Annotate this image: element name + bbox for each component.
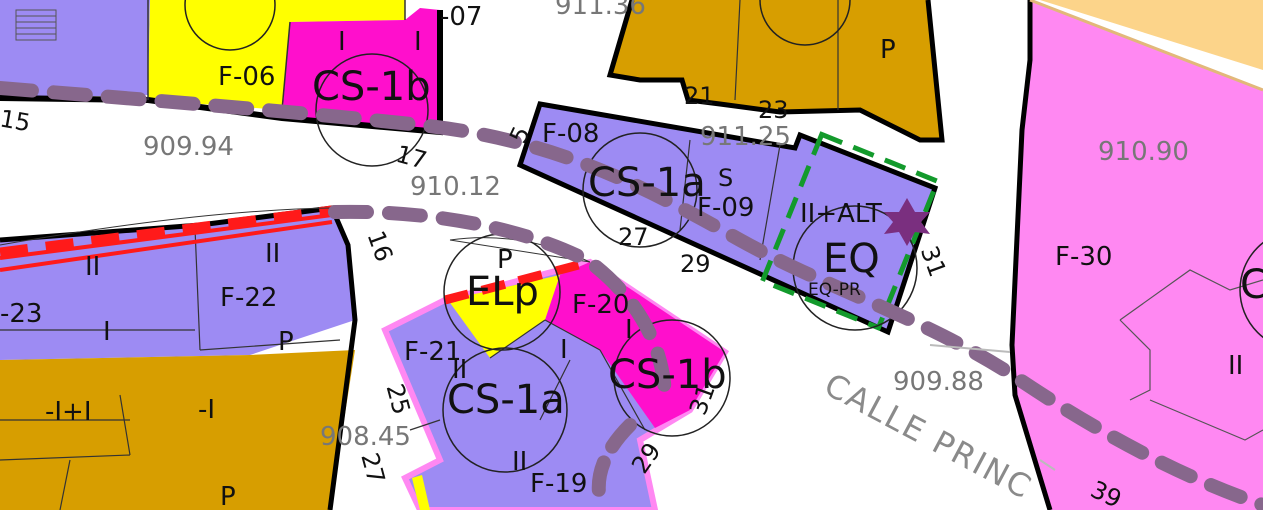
residential-area[interactable] (520, 104, 935, 332)
elevation-labels: 911.36 909.94 911.25 910.12 910.90 909.8… (143, 0, 1189, 452)
house-number: 27 (618, 223, 649, 251)
floor-mark: II (452, 355, 467, 385)
equipment-outline[interactable] (759, 131, 941, 332)
floor-mark: -I+I (45, 397, 92, 427)
building-circle (315, 53, 429, 167)
elevation-label: 911.36 (555, 0, 646, 21)
floor-marks: I I P II II I P -I+I -I P II I I II P II… (45, 27, 1263, 510)
floor-mark: I (625, 315, 633, 345)
parcel-label: F-20 (572, 290, 629, 320)
zone-label: CS-1a (588, 160, 706, 206)
parcel-line (409, 319, 646, 431)
elevation-label: 910.12 (410, 172, 501, 202)
block-top-left[interactable] (0, 0, 443, 167)
building-footprint (1119, 269, 1263, 441)
zone-label: CS-1a (447, 377, 565, 423)
zone-label: S (718, 164, 733, 192)
block-outline (0, 205, 358, 510)
boundary-red-dash (0, 205, 333, 257)
house-number: 29 (680, 250, 711, 278)
elevation-label: 909.88 (893, 367, 984, 397)
block-outline (516, 101, 939, 336)
zone-label: CS-1b (312, 64, 431, 110)
building-circle (582, 132, 698, 248)
elevation-label: 911.25 (700, 122, 791, 152)
private-green-area[interactable] (0, 350, 355, 510)
building-circle (613, 319, 731, 437)
private-green-area[interactable] (610, 0, 942, 140)
block-left-middle[interactable] (0, 205, 358, 510)
parcel-label: F-08 (542, 119, 599, 149)
floor-mark: P (220, 482, 236, 510)
floor-mark: P (497, 245, 513, 275)
stair-lines (16, 15, 56, 35)
boundary-red-dash (443, 257, 592, 305)
route-dashed-line (591, 418, 637, 507)
house-number: 15 (0, 104, 33, 137)
parcel-line (147, 0, 406, 111)
yellow-strip (412, 475, 430, 510)
parcel-label: F-19 (530, 469, 587, 499)
zone-sublabel: EQ-PR (808, 280, 861, 300)
zone-label: CS-1b (608, 352, 727, 398)
block-outline (1009, 0, 1053, 510)
curb-line (929, 344, 1056, 471)
public-space-area[interactable] (148, 0, 405, 110)
public-space-area[interactable] (448, 275, 560, 358)
commercial-area[interactable] (545, 262, 725, 428)
parcel-labels: F-06 F-08 F-09 F-19 F-20 F-21 F-22 -23 F… (0, 2, 1112, 499)
elevation-label: 910.90 (1098, 137, 1189, 167)
heritage-star-icon[interactable] (884, 198, 930, 246)
mixed-use-area[interactable] (1012, 0, 1263, 510)
building-circle (442, 347, 568, 473)
floor-mark: P (278, 327, 294, 357)
parcel-label: -07 (440, 2, 482, 32)
floor-mark: I (560, 335, 568, 365)
boundary-thin-arc (0, 207, 333, 246)
zone-label: EQ (823, 236, 880, 282)
house-number: 23 (758, 96, 789, 124)
route-dashed-line (328, 204, 672, 407)
parcel-label: F-09 (697, 193, 754, 223)
parcel-line (734, 0, 839, 110)
commercial-area[interactable] (282, 8, 440, 132)
road-edge (1029, 0, 1263, 92)
building-circle (184, 0, 276, 51)
parcel-label: -23 (0, 299, 42, 329)
building-circle (1239, 241, 1263, 339)
residential-area[interactable] (0, 0, 150, 98)
boundary-red-line (0, 213, 333, 272)
block-right[interactable] (1009, 0, 1263, 510)
floor-mark: C (1240, 262, 1263, 308)
parcel-label: F-22 (220, 283, 277, 313)
parcel-label: F-30 (1055, 242, 1112, 272)
floor-mark: II (265, 239, 280, 269)
house-number: 21 (684, 82, 715, 110)
zone-labels: CS-1b CS-1a CS-1a CS-1b ELp EQ EQ-PR II+… (312, 64, 882, 423)
building-circle (759, 0, 851, 46)
parcel-line (0, 227, 341, 510)
floor-mark: II (1228, 351, 1243, 381)
parcel-label: F-06 (218, 62, 275, 92)
elevation-label: 909.94 (143, 132, 234, 162)
route-dashed-line (0, 81, 1263, 510)
block-top-middle[interactable] (606, 0, 945, 143)
floor-mark: I (338, 27, 346, 57)
floor-mark: P (880, 35, 896, 65)
floor-mark: II (512, 447, 527, 477)
floor-mark: I (414, 27, 422, 57)
zone-label: II+ALT (800, 199, 882, 229)
floor-mark: II (85, 252, 100, 282)
parcel-label: F-21 (404, 337, 461, 367)
floor-mark: -I (198, 395, 215, 425)
road-band (1040, 0, 1263, 70)
floor-mark: I (103, 317, 111, 347)
stair-symbol (15, 9, 57, 41)
elevation-label: 908.45 (320, 422, 411, 452)
block-outline (606, 0, 945, 143)
zone-label: ELp (466, 269, 539, 315)
